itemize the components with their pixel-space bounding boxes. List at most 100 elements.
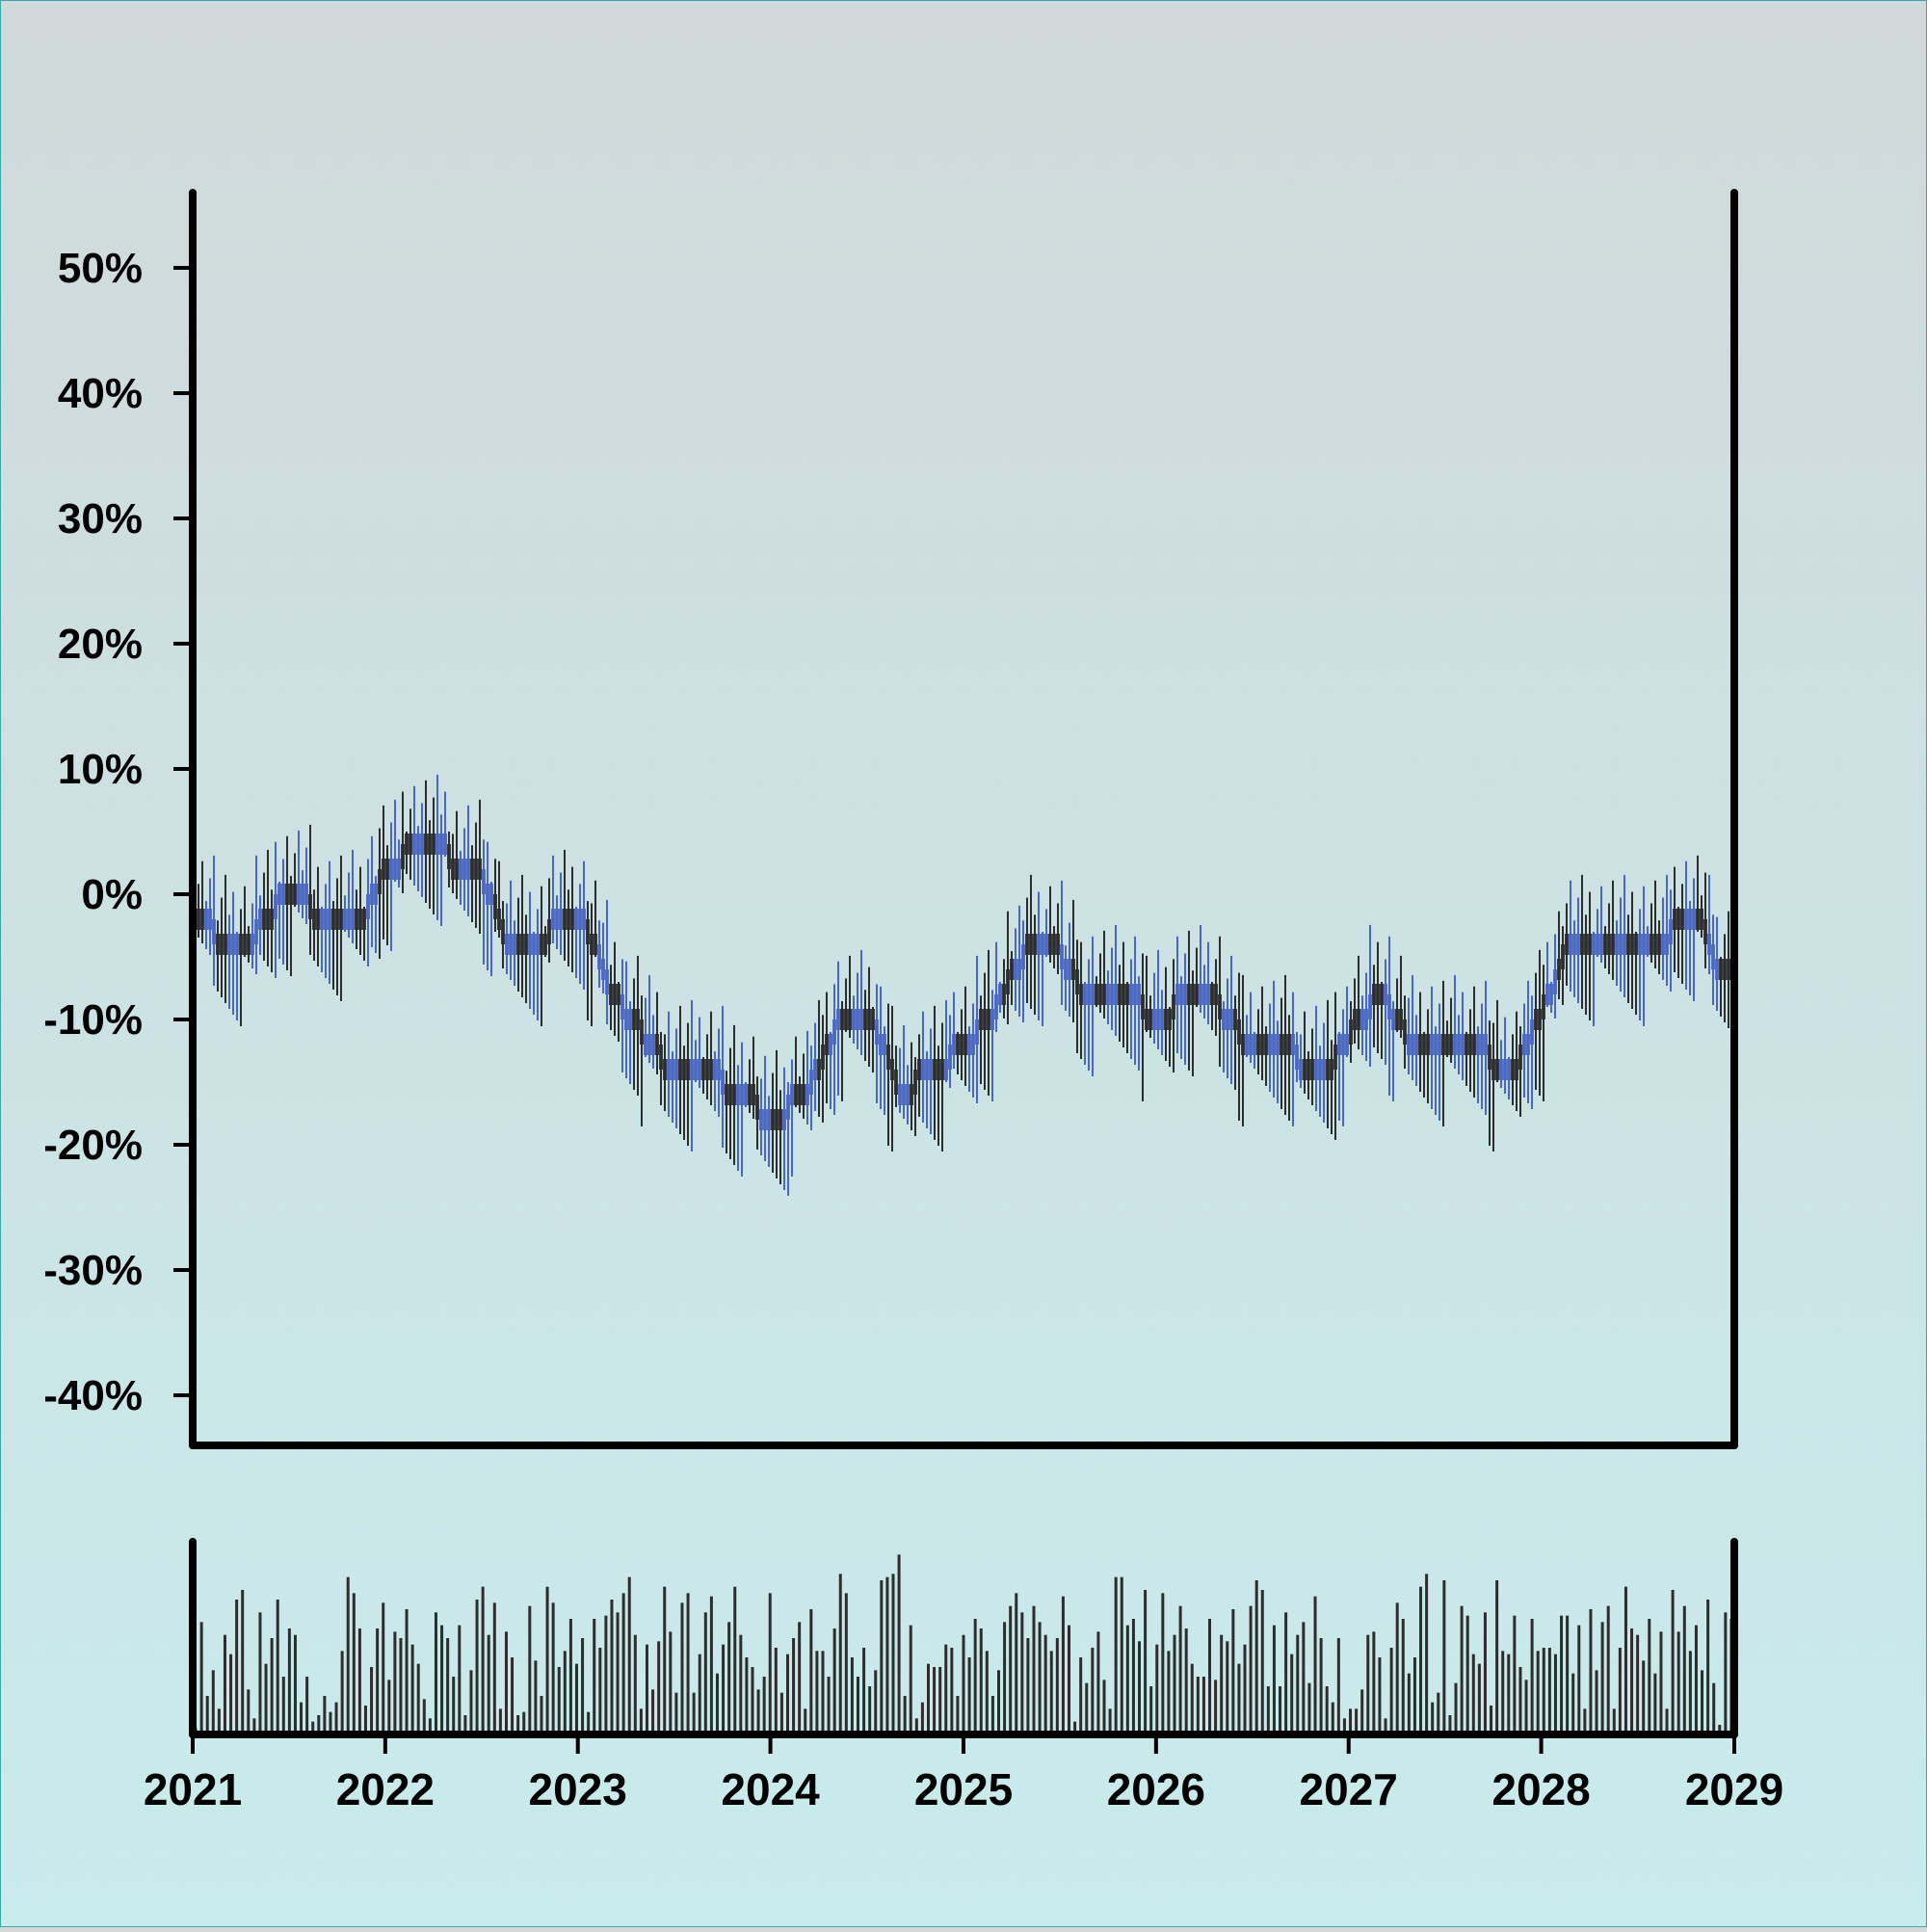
candle-body — [913, 1070, 917, 1095]
candle-body — [1472, 1034, 1476, 1055]
volume-bar — [1079, 1657, 1083, 1734]
candle-body — [347, 909, 351, 930]
candle-body — [983, 1009, 987, 1030]
candle-body — [1068, 959, 1071, 980]
x-axis-ticks: 2021 2022 2023 2024 2025 2026 2027 2028 2029 — [144, 1734, 1783, 1814]
volume-bar — [293, 1634, 297, 1734]
candle-body — [405, 834, 409, 855]
candle-body — [771, 1109, 775, 1130]
candle-body — [1341, 1034, 1345, 1055]
candle-body — [1087, 984, 1091, 1005]
candle-body — [1353, 1009, 1357, 1030]
candle-body — [886, 1045, 890, 1070]
volume-bar — [363, 1706, 367, 1734]
candle-body — [1345, 1034, 1349, 1055]
volume-bar — [1102, 1680, 1106, 1734]
volume-bar — [1366, 1634, 1370, 1734]
y-tick-label: 20% — [58, 621, 143, 668]
candle-body — [224, 934, 227, 955]
volume-bar — [1566, 1615, 1570, 1734]
volume-bar — [247, 1689, 251, 1734]
candle-body — [1010, 959, 1014, 980]
candle-body — [1507, 1059, 1511, 1080]
candle-body — [1642, 934, 1646, 955]
volume-bar — [1061, 1596, 1065, 1734]
volume-bar — [733, 1586, 737, 1734]
volume-bar — [481, 1586, 485, 1734]
volume-bar — [1068, 1625, 1071, 1734]
candle-body — [632, 1009, 636, 1030]
volume-bar — [504, 1631, 508, 1734]
candle-body — [840, 1009, 844, 1030]
volume-bar — [528, 1605, 532, 1734]
volume-bar — [346, 1576, 350, 1734]
volume-bar — [1108, 1708, 1112, 1734]
volume-bar — [909, 1625, 912, 1734]
volume-bar — [880, 1580, 884, 1734]
volume-bar — [1055, 1638, 1059, 1734]
volume-bar — [745, 1657, 749, 1734]
y-tick-label: 0% — [81, 871, 143, 918]
candle-body — [351, 909, 355, 930]
candle-body — [1499, 1059, 1503, 1080]
candle-body — [1384, 984, 1387, 1005]
candle-body — [447, 844, 451, 869]
volume-bar — [1706, 1600, 1710, 1734]
volume-bar — [199, 1622, 203, 1734]
volume-bar — [1372, 1631, 1376, 1734]
candle-body — [1322, 1059, 1326, 1080]
candle-body — [1657, 934, 1661, 955]
volume-bar — [663, 1586, 667, 1734]
candle-body — [798, 1084, 802, 1105]
volume-bar — [376, 1628, 380, 1734]
volume-bar — [1360, 1689, 1364, 1734]
y-tick-label: 40% — [58, 370, 143, 417]
volume-bar — [1507, 1654, 1511, 1734]
volume-bar — [1460, 1605, 1464, 1734]
volume-bar — [1701, 1670, 1704, 1734]
candle-body — [304, 884, 308, 905]
candle-body — [836, 1009, 840, 1030]
candle-body — [1033, 934, 1037, 955]
volume-bar — [311, 1721, 315, 1734]
volume-bar — [768, 1593, 772, 1734]
candle-body — [832, 1019, 836, 1045]
candle-body — [1195, 984, 1199, 1005]
volume-bar — [680, 1602, 684, 1734]
candle-body — [705, 1059, 709, 1080]
y-tick-label: 30% — [58, 495, 143, 543]
candle-body — [1295, 1045, 1299, 1070]
candle-body — [1330, 1059, 1333, 1080]
candle-body — [366, 894, 370, 919]
volume-bar — [1073, 1721, 1077, 1734]
volume-bar — [639, 1708, 643, 1734]
volume-bar — [856, 1677, 859, 1734]
candle-body — [944, 1059, 948, 1080]
volume-bar — [1015, 1593, 1018, 1734]
volume-bar — [633, 1634, 637, 1734]
candle-body — [443, 834, 447, 855]
volume-bar — [815, 1651, 819, 1734]
volume-bar — [1336, 1638, 1340, 1734]
candle-body — [890, 1059, 894, 1080]
volume-bar — [1342, 1718, 1346, 1734]
candle-body — [1414, 1034, 1418, 1055]
volume-bar — [1167, 1651, 1171, 1734]
candle-body — [563, 909, 567, 930]
candle-body — [1534, 1009, 1538, 1030]
candle-body — [370, 884, 374, 905]
axes — [189, 189, 1738, 1738]
candle-body — [1129, 984, 1133, 1005]
volume-bar — [1038, 1622, 1042, 1734]
volume-bar — [1319, 1638, 1323, 1734]
candle-body — [1426, 1034, 1430, 1055]
volume-bar — [645, 1644, 648, 1734]
volume-bar — [1114, 1576, 1118, 1734]
candle-body — [1083, 984, 1087, 1005]
candle-body — [1287, 1034, 1291, 1055]
volume-bar — [1618, 1648, 1622, 1734]
volume-bar — [340, 1651, 344, 1734]
volume-bar — [352, 1593, 356, 1734]
volume-bar — [850, 1657, 854, 1734]
